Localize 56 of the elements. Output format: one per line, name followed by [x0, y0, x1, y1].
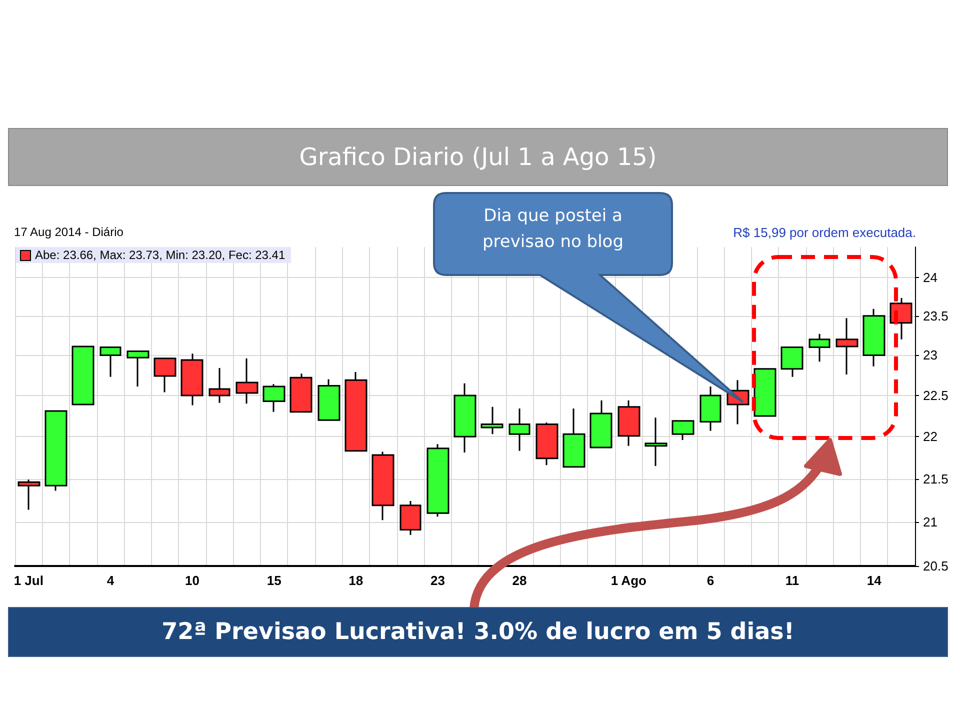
text: 72ª Previsao Lucrativa! 3.0% de lucro em 5 dias!	[8, 607, 948, 657]
candlestick	[590, 400, 612, 448]
candlestick	[862, 308, 886, 368]
candlestick	[236, 358, 258, 404]
candlestick	[208, 367, 230, 404]
y-tick-label: 22.5	[923, 388, 948, 403]
candlestick	[400, 500, 422, 536]
candlestick	[100, 346, 122, 378]
x-tick-label: 14	[866, 573, 882, 588]
candlestick	[808, 333, 830, 362]
candlestick	[454, 382, 476, 454]
chart-title: Grafico Diario (Jul 1 a Ago 15)	[8, 128, 948, 186]
y-tick-label: 23	[923, 348, 938, 363]
candlestick	[672, 419, 694, 441]
text: R$ 15,99 por ordem executada.	[733, 225, 916, 240]
annotation: Dia que postei a previsao no blog	[481, 205, 624, 254]
candlestick	[536, 422, 558, 466]
candlestick	[780, 346, 804, 378]
x-tick-label: 18	[348, 573, 364, 588]
candlestick	[644, 416, 668, 467]
y-tick-label: 24	[923, 270, 938, 285]
candlestick	[44, 410, 68, 492]
candlestick	[508, 408, 530, 452]
x-tick-label: 1 Ago	[610, 573, 647, 588]
annotation: Abe: 23.66, Max: 23.73, Min: 23.20, Fec: 23.41	[35, 248, 286, 262]
candlestick	[344, 371, 368, 452]
candlestick	[480, 406, 504, 435]
candlestick	[154, 358, 176, 393]
y-tick-label: 21.5	[923, 471, 948, 486]
x-tick-label: 1 Jul	[14, 573, 44, 588]
candlestick	[700, 386, 722, 432]
x-tick-label: 6	[706, 573, 714, 588]
candlestick	[126, 350, 150, 388]
candlestick	[426, 443, 450, 518]
y-tick-label: 20.5	[923, 558, 948, 574]
candlestick	[18, 478, 40, 510]
y-tick-label: 22	[923, 429, 938, 444]
candlestick	[72, 346, 94, 406]
chart-subtitle: 17 Aug 2014 - Diário	[14, 225, 124, 239]
x-tick-label: 28	[512, 573, 527, 588]
y-tick-label: 23.5	[923, 308, 948, 324]
candlestick	[754, 368, 776, 417]
candlestick	[318, 378, 340, 421]
candlestick	[836, 317, 858, 376]
x-tick-label: 11	[785, 573, 800, 588]
x-tick-label: 10	[185, 573, 200, 588]
y-tick-label: 21	[923, 514, 938, 530]
candlestick	[562, 408, 586, 468]
candlestick	[262, 383, 286, 413]
x-tick-label: 15	[266, 573, 282, 588]
candlestick	[618, 400, 640, 447]
candlestick	[372, 450, 394, 521]
x-tick-label: 23	[430, 573, 445, 588]
candlestick	[180, 352, 204, 406]
x-tick-label: 4	[106, 573, 115, 588]
candlestick	[290, 372, 312, 413]
